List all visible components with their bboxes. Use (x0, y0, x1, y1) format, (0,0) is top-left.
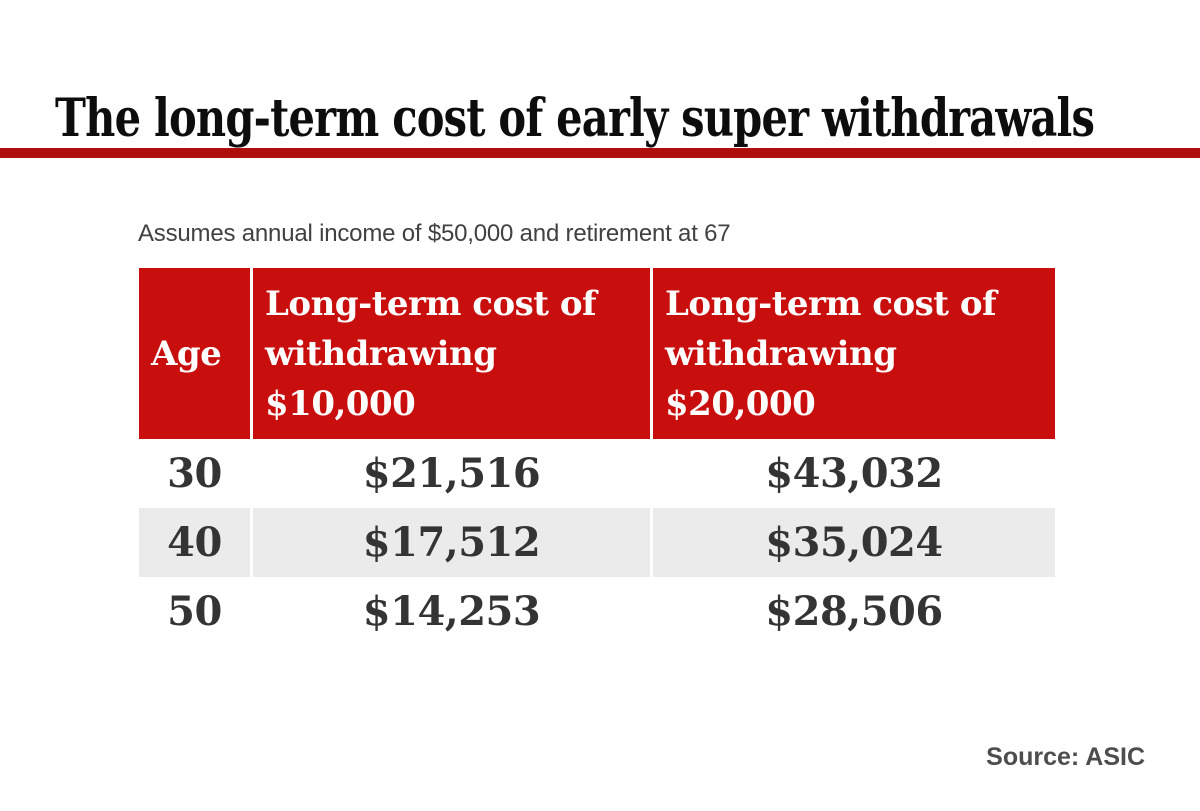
age-cell: 40 (139, 508, 250, 577)
value-cell: $17,512 (253, 508, 650, 577)
source-attribution: Source: ASIC (986, 743, 1145, 771)
value-cell: $35,024 (653, 508, 1055, 577)
value-cell: $43,032 (765, 450, 943, 497)
age-cell: 50 (167, 588, 222, 635)
header-line: $20,000 (665, 383, 816, 424)
header-line: $10,000 (265, 383, 416, 424)
value-cell: $14,253 (362, 588, 541, 635)
title-divider-rule (0, 148, 1200, 158)
value-cell: $21,516 (362, 450, 541, 497)
data-table: Age Long-term cost of withdrawing $10,00… (139, 268, 1055, 646)
value-cell: $28,506 (765, 588, 943, 635)
header-line: Long-term cost of (665, 283, 997, 324)
table-header-age: Age (139, 268, 250, 439)
header-line: Long-term cost of (265, 283, 597, 324)
header-line: withdrawing (665, 333, 897, 374)
header-line: Age (151, 333, 222, 374)
header-line: withdrawing (265, 333, 497, 374)
assumption-note: Assumes annual income of $50,000 and ret… (138, 220, 731, 247)
table-header-cost-10k: Long-term cost of withdrawing $10,000 (253, 268, 650, 439)
page-title: The long-term cost of early super withdr… (55, 87, 1095, 149)
age-cell: 30 (167, 450, 222, 497)
table-header-cost-20k: Long-term cost of withdrawing $20,000 (653, 268, 1055, 439)
